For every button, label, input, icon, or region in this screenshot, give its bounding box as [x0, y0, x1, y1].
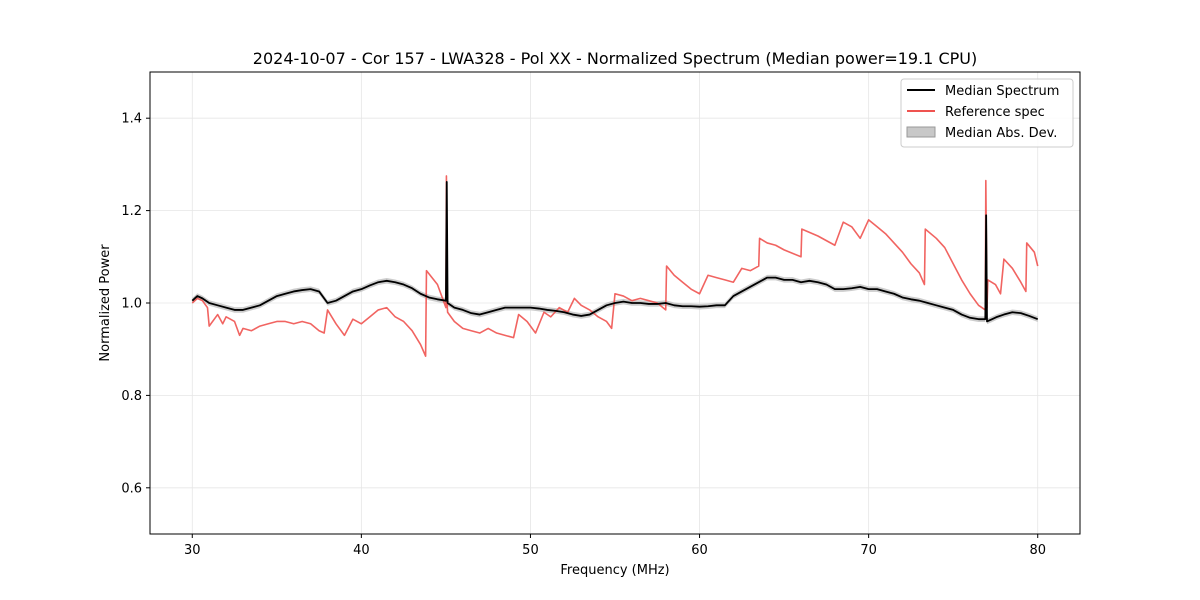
- y-axis-label: Normalized Power: [98, 244, 113, 362]
- y-axis: 0.6 0.8 1.0 1.2 1.4: [121, 112, 150, 496]
- x-tick-label: 80: [1029, 543, 1046, 558]
- legend-label-median-spectrum: Median Spectrum: [945, 84, 1059, 99]
- y-tick-label: 0.8: [121, 389, 142, 404]
- legend-box: [900, 78, 1074, 148]
- y-tick-label: 1.2: [121, 204, 142, 219]
- y-tick-label: 1.0: [121, 297, 142, 312]
- x-tick-label: 60: [691, 543, 708, 558]
- x-tick-label: 50: [522, 543, 539, 558]
- series-layer: [191, 175, 1039, 357]
- chart-title: 2024-10-07 - Cor 157 - LWA328 - Pol XX -…: [253, 49, 977, 68]
- y-tick-label: 1.4: [121, 112, 142, 127]
- legend-label-reference-spec: Reference spec: [945, 105, 1045, 120]
- series-median-spectrum: [191, 181, 1039, 323]
- x-axis-label: Frequency (MHz): [560, 563, 669, 578]
- legend-swatch-median-abs-dev: [906, 126, 936, 138]
- x-tick-label: 70: [860, 543, 877, 558]
- y-tick-label: 0.6: [121, 481, 142, 496]
- legend: Median Spectrum Reference spec Median Ab…: [900, 78, 1074, 148]
- legend-label-median-abs-dev: Median Abs. Dev.: [945, 126, 1057, 141]
- x-tick-label: 40: [353, 543, 370, 558]
- x-axis: 30 40 50 60 70 80: [184, 534, 1046, 558]
- series-reference-spec: [191, 175, 1039, 357]
- x-tick-label: 30: [184, 543, 201, 558]
